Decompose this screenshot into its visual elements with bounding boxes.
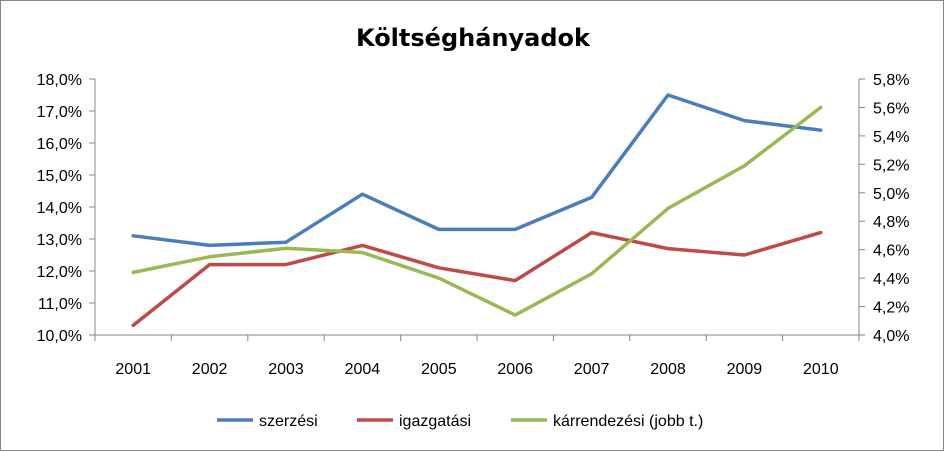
right-tick-label: 4,2% <box>873 300 909 317</box>
right-tick-label: 5,0% <box>873 186 909 203</box>
x-tick-label: 2003 <box>268 361 304 378</box>
left-tick-label: 14,0% <box>37 200 82 217</box>
x-tick-label: 2009 <box>727 361 763 378</box>
left-tick-label: 18,0% <box>37 72 82 89</box>
x-tick-label: 2010 <box>803 361 839 378</box>
x-tick-label: 2002 <box>192 361 228 378</box>
right-tick-label: 5,4% <box>873 129 909 146</box>
legend: szerzési igazgatási kárrendezési (jobb t.) <box>217 413 703 430</box>
left-tick-label: 17,0% <box>37 104 82 121</box>
x-tick-label: 2006 <box>497 361 533 378</box>
x-tick-label: 2007 <box>574 361 610 378</box>
right-tick-label: 5,8% <box>873 72 909 89</box>
right-tick-label: 4,4% <box>873 271 909 288</box>
plot-area: 10,0% 11,0% 12,0% 13,0% 14,0% 15,0% 16,0% 17,0%… <box>37 72 910 378</box>
legend-label: szerzési <box>259 413 318 430</box>
left-tick-label: 16,0% <box>37 136 82 153</box>
right-tick-label: 4,8% <box>873 214 909 231</box>
series-line <box>131 105 823 317</box>
x-tick-label: 2004 <box>345 361 381 378</box>
x-tick-label: 2005 <box>421 361 457 378</box>
series-line <box>131 93 823 248</box>
legend-label: igazgatási <box>399 413 471 430</box>
right-tick-label: 4,6% <box>873 243 909 260</box>
left-tick-label: 15,0% <box>37 168 82 185</box>
right-tick-label: 4,0% <box>873 328 909 345</box>
chart-title: Költséghányadok <box>356 24 591 52</box>
series-line <box>131 230 823 328</box>
right-tick-label: 5,2% <box>873 157 909 174</box>
left-tick-label: 12,0% <box>37 264 82 281</box>
left-tick-label: 10,0% <box>37 328 82 345</box>
legend-label: kárrendezési (jobb t.) <box>553 413 703 430</box>
x-tick-label: 2001 <box>115 361 151 378</box>
right-tick-label: 5,6% <box>873 100 909 117</box>
left-tick-label: 11,0% <box>38 296 82 313</box>
left-tick-label: 13,0% <box>37 232 82 249</box>
x-tick-label: 2008 <box>650 361 686 378</box>
